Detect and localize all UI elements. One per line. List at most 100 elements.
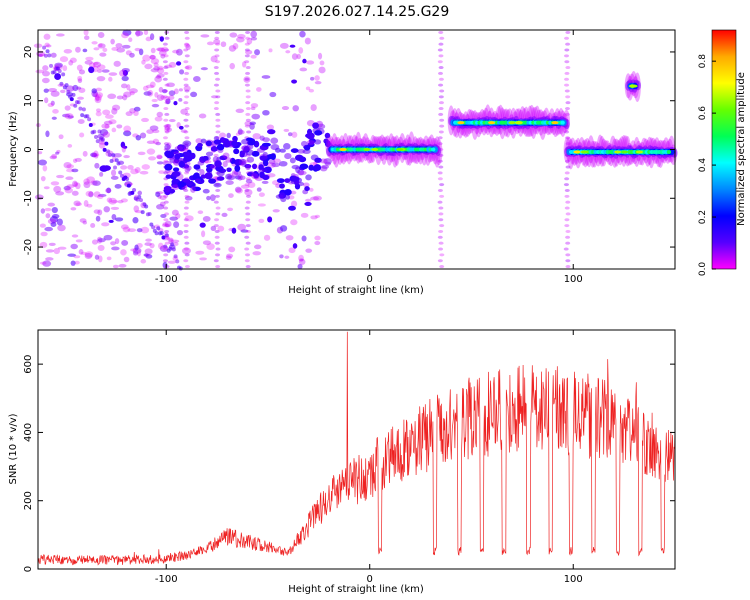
spectrogram-cell bbox=[313, 164, 322, 171]
spectrogram-cell bbox=[184, 66, 190, 70]
spectrogram-cell bbox=[241, 145, 251, 152]
spectrogram-cell bbox=[226, 175, 236, 181]
spectrogram-cell bbox=[290, 200, 298, 208]
spectrogram-cell bbox=[63, 48, 73, 54]
spectrogram-cell bbox=[97, 238, 106, 243]
spectrogram-cell bbox=[156, 47, 165, 52]
spectrogram-cell bbox=[439, 194, 445, 198]
spectrogram-cell bbox=[431, 147, 436, 152]
spectrogram-cell bbox=[184, 200, 190, 204]
spectrogram-cell bbox=[279, 148, 286, 153]
spectrogram-cell bbox=[437, 200, 443, 204]
spectrogram-cell bbox=[162, 77, 168, 81]
spectrogram-cell bbox=[551, 121, 559, 125]
spectrogram-cell bbox=[250, 37, 258, 41]
spectrogram-cell bbox=[38, 159, 47, 166]
spectrogram-cell bbox=[121, 239, 129, 246]
spectrogram-cell bbox=[565, 142, 571, 146]
spectrogram-cell bbox=[183, 229, 189, 233]
spectrogram-cell bbox=[145, 238, 152, 242]
spectrogram-cell bbox=[184, 107, 190, 111]
spectrogram-cell bbox=[164, 112, 170, 116]
spectrogram-cell bbox=[269, 91, 277, 98]
spectrogram-cell bbox=[91, 239, 99, 245]
spectrogram-cell bbox=[245, 71, 251, 75]
spectrogram-cell bbox=[184, 195, 193, 201]
spectrogram-cell bbox=[57, 224, 66, 232]
spectrogram-cell bbox=[250, 106, 256, 111]
spectrogram-cell bbox=[287, 132, 293, 137]
spectrogram-cell bbox=[285, 194, 290, 200]
spectrogram-cell bbox=[109, 159, 114, 164]
spectrogram-cell bbox=[235, 132, 241, 136]
colorbar-tick-label: 0.6 bbox=[698, 106, 708, 121]
spectrogram-cell bbox=[121, 44, 131, 49]
spectrogram-cell bbox=[245, 177, 251, 181]
spectrogram-cell bbox=[184, 36, 190, 40]
spectrogram-cell bbox=[163, 66, 169, 70]
spectrogram-cell bbox=[228, 246, 236, 253]
spectrogram-cell bbox=[291, 79, 298, 84]
spectrogram-cell bbox=[86, 176, 95, 183]
spectrogram-cell bbox=[564, 107, 570, 111]
spectrogram-cell bbox=[185, 44, 191, 51]
spectrogram-cell bbox=[62, 65, 68, 72]
spectrogram-cell bbox=[178, 266, 183, 271]
spectrogram-cell bbox=[85, 114, 90, 119]
spectrogram-cell bbox=[183, 85, 191, 92]
spectrogram-cell bbox=[82, 48, 88, 53]
spectrogram-cell bbox=[215, 212, 221, 216]
spectrogram-cell bbox=[234, 186, 242, 193]
spectrogram-cell bbox=[44, 42, 50, 48]
spectrogram-cell bbox=[180, 108, 189, 115]
spectrogram-cell bbox=[132, 217, 139, 224]
spectrogram-cell bbox=[49, 63, 54, 68]
spectrogram-cell bbox=[112, 264, 119, 269]
spectrogram-cell bbox=[157, 67, 165, 74]
spectrogram-cell bbox=[108, 119, 117, 125]
spectrogram-cell bbox=[93, 209, 101, 214]
spectrogram-cell bbox=[108, 197, 117, 205]
spectrogram-cell bbox=[163, 54, 169, 58]
spectrogram-cell bbox=[90, 152, 98, 158]
spectrogram-cell bbox=[299, 30, 306, 38]
spectrogram-cell bbox=[190, 91, 198, 98]
spectrogram-cell bbox=[111, 214, 117, 221]
spectrogram-cell bbox=[44, 97, 49, 104]
spectrogram-cell bbox=[97, 194, 104, 200]
spectrogram-cell bbox=[299, 258, 304, 262]
spectrogram-cell bbox=[87, 117, 92, 122]
spectrogram-cell bbox=[184, 241, 190, 245]
spectrogram-cell bbox=[259, 171, 265, 179]
spectrogram-cell bbox=[57, 246, 67, 250]
spectrogram-cell bbox=[76, 100, 81, 105]
spectrogram-cell bbox=[74, 157, 82, 162]
spectrogram-cell bbox=[119, 69, 127, 77]
spectrogram-x-tick-label: 0 bbox=[367, 274, 373, 285]
spectrogram-cell bbox=[51, 153, 57, 159]
spectrogram-cell bbox=[314, 214, 321, 218]
spectrogram-cell bbox=[279, 183, 285, 189]
spectrogram-cell bbox=[55, 191, 65, 196]
spectrogram-cell bbox=[78, 87, 86, 93]
spectrogram-cell bbox=[298, 258, 306, 265]
spectrogram-cell bbox=[121, 145, 126, 153]
spectrogram-cell bbox=[57, 69, 62, 74]
spectrogram-cell bbox=[164, 233, 169, 238]
spectrogram-cell bbox=[108, 76, 113, 82]
spectrogram-cell bbox=[40, 175, 46, 182]
spectrogram-cell bbox=[97, 64, 106, 70]
snr-y-ticks: 0 200 400 600 bbox=[23, 355, 675, 572]
spectrogram-cell bbox=[39, 223, 46, 228]
spectrogram-cell bbox=[281, 106, 290, 111]
spectrogram-cell bbox=[135, 29, 141, 37]
spectrogram-cell bbox=[163, 124, 169, 128]
spectrogram-cell bbox=[288, 247, 296, 254]
spectrogram-cell bbox=[271, 162, 281, 168]
spectrogram-cell bbox=[62, 113, 70, 118]
spectrogram-cell bbox=[79, 218, 87, 223]
spectrogram-cell bbox=[199, 222, 206, 228]
spectrogram-cell bbox=[261, 180, 269, 185]
spectrogram-cell bbox=[228, 193, 234, 199]
spectrogram-cell bbox=[55, 33, 65, 37]
